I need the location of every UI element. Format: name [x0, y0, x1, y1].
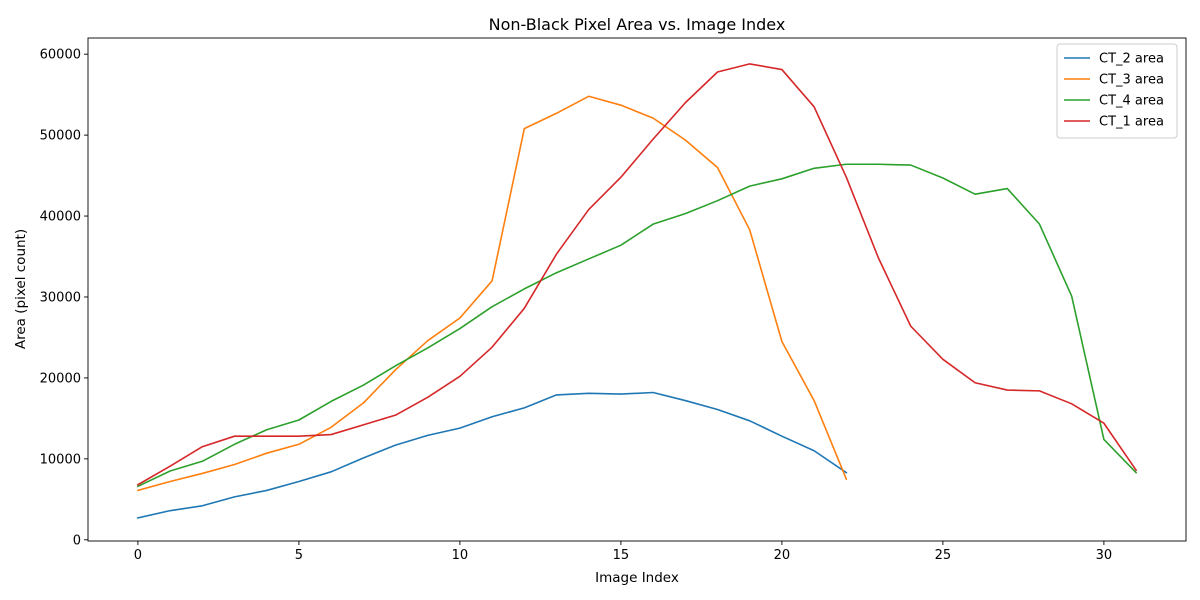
x-tick-label: 30 [1096, 548, 1113, 563]
y-tick-label: 60000 [40, 48, 81, 63]
y-axis-label: Area (pixel count) [13, 229, 29, 349]
series-line-3 [136, 63, 1138, 486]
y-tick-label: 20000 [40, 371, 81, 386]
legend-label-1: CT_3 area [1099, 73, 1164, 88]
series-line-0 [136, 391, 848, 519]
series-line-1 [136, 95, 848, 492]
x-axis-label: Image Index [595, 570, 679, 586]
chart-title: Non-Black Pixel Area vs. Image Index [489, 15, 786, 34]
legend-label-0: CT_2 area [1099, 52, 1164, 67]
x-tick-label: 25 [935, 548, 952, 563]
x-tick-label: 10 [452, 548, 469, 563]
x-tick-label: 5 [295, 548, 303, 563]
y-tick-label: 0 [73, 533, 81, 548]
legend-box [1056, 43, 1178, 139]
x-tick-label: 20 [774, 548, 791, 563]
axes-frame [87, 37, 1187, 542]
legend-label-2: CT_4 area [1099, 94, 1164, 109]
legend-label-3: CT_1 area [1099, 115, 1164, 130]
y-tick-label: 10000 [40, 452, 81, 467]
y-tick-label: 50000 [40, 129, 81, 144]
y-tick-label: 30000 [40, 290, 81, 305]
x-tick-label: 15 [613, 548, 630, 563]
y-tick-label: 40000 [40, 210, 81, 225]
x-tick-label: 0 [134, 548, 142, 563]
plot-area: 0 5 10 15 20 25 30 0 10000 20000 30000 40000 50000 60… [40, 37, 1187, 563]
series-line-2 [136, 163, 1138, 488]
legend: CT_2 area CT_3 area CT_4 area CT_1 area [1056, 43, 1178, 139]
